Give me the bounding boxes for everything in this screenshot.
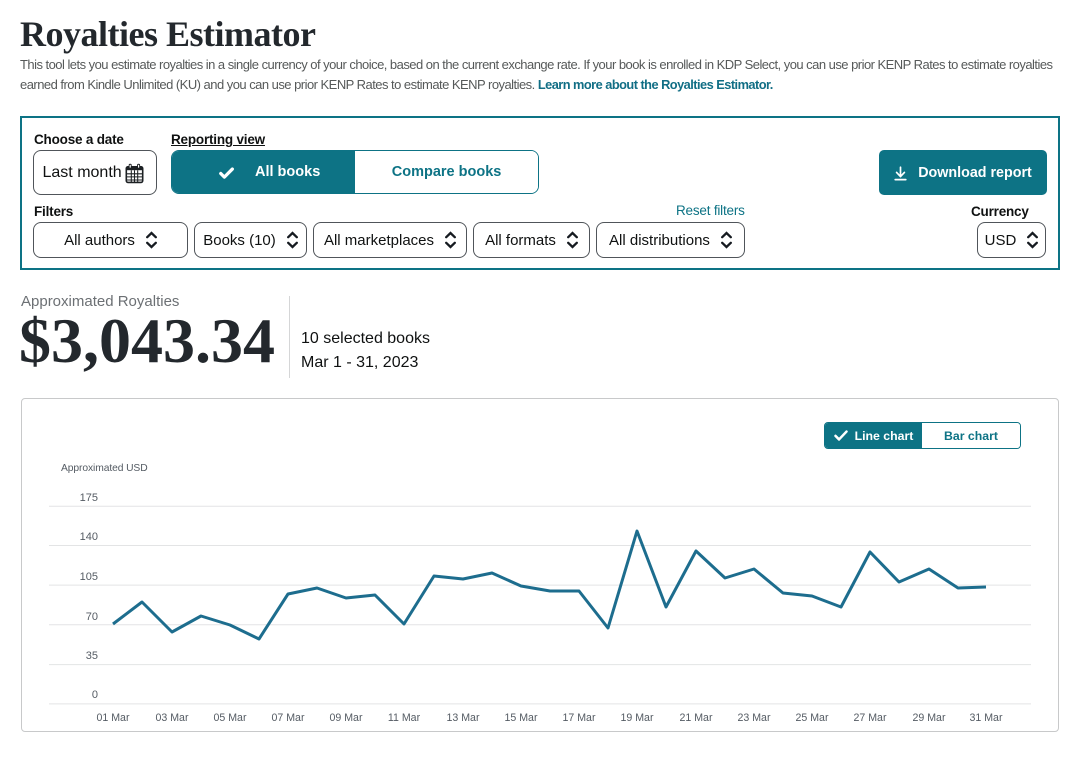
svg-text:19 Mar: 19 Mar xyxy=(621,712,654,724)
svg-text:29 Mar: 29 Mar xyxy=(913,712,946,724)
svg-text:09 Mar: 09 Mar xyxy=(330,712,363,724)
svg-text:0: 0 xyxy=(92,689,98,701)
svg-text:25 Mar: 25 Mar xyxy=(796,712,829,724)
svg-text:140: 140 xyxy=(80,531,98,543)
svg-text:11 Mar: 11 Mar xyxy=(388,712,421,724)
svg-text:21 Mar: 21 Mar xyxy=(680,712,713,724)
svg-text:05 Mar: 05 Mar xyxy=(214,712,247,724)
svg-text:35: 35 xyxy=(86,650,98,662)
svg-text:01 Mar: 01 Mar xyxy=(97,712,130,724)
svg-text:07 Mar: 07 Mar xyxy=(272,712,305,724)
svg-text:70: 70 xyxy=(86,611,98,623)
svg-text:31 Mar: 31 Mar xyxy=(970,712,1003,724)
svg-text:03 Mar: 03 Mar xyxy=(156,712,189,724)
svg-text:23 Mar: 23 Mar xyxy=(738,712,771,724)
svg-text:27 Mar: 27 Mar xyxy=(854,712,887,724)
svg-text:15 Mar: 15 Mar xyxy=(505,712,538,724)
svg-text:175: 175 xyxy=(80,492,98,504)
svg-text:13 Mar: 13 Mar xyxy=(447,712,480,724)
svg-text:105: 105 xyxy=(80,571,98,583)
svg-text:17 Mar: 17 Mar xyxy=(563,712,596,724)
